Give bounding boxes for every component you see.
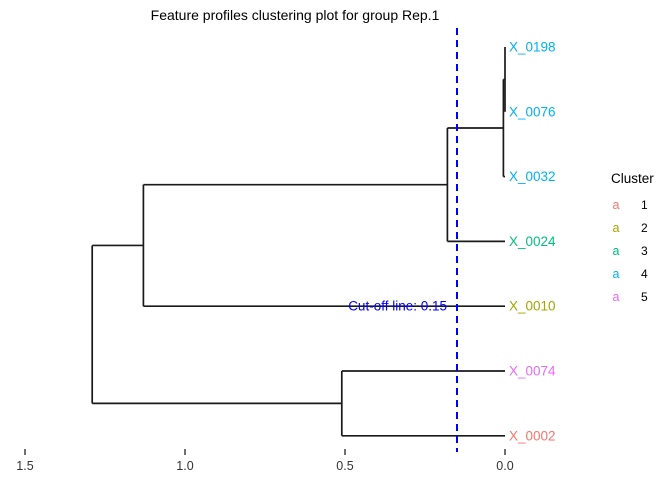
chart-title: Feature profiles clustering plot for gro… <box>150 7 440 23</box>
leaf-label-X_0010: X_0010 <box>509 299 556 314</box>
axis-tick-label: 0.5 <box>336 459 353 473</box>
leaf-label-X_0076: X_0076 <box>509 104 556 119</box>
legend-item-cluster-3: a 3 <box>611 239 654 262</box>
leaf-label-X_0198: X_0198 <box>509 40 556 55</box>
legend-item-label: 5 <box>641 289 648 304</box>
legend-key-glyph: a <box>612 220 620 235</box>
leaf-label-X_0032: X_0032 <box>509 169 556 184</box>
legend-item-cluster-4: a 4 <box>611 262 654 285</box>
legend-item-cluster-2: a 2 <box>611 216 654 239</box>
legend-item-label: 1 <box>641 197 648 212</box>
legend-item-label: 2 <box>641 220 648 235</box>
legend-key-glyph: a <box>612 197 620 212</box>
leaf-label-X_0002: X_0002 <box>509 428 556 443</box>
axis-tick-label: 1.0 <box>176 459 193 473</box>
leaf-label-X_0024: X_0024 <box>509 234 556 249</box>
legend-item-cluster-5: a 5 <box>611 285 654 308</box>
legend-key-glyph: a <box>612 266 620 281</box>
legend-item-label: 4 <box>641 266 648 281</box>
legend-item-cluster-1: a 1 <box>611 193 654 216</box>
legend-title: Cluster <box>611 171 654 186</box>
legend-item-label: 3 <box>641 243 648 258</box>
leaf-label-X_0074: X_0074 <box>509 364 556 379</box>
axis-tick-label: 1.5 <box>16 459 33 473</box>
cluster-legend: Cluster a 1 a 2 a 3 a 4 a 5 <box>611 171 654 308</box>
cutoff-label: Cut-off line: 0.15 <box>348 299 447 314</box>
legend-key-glyph: a <box>612 243 620 258</box>
axis-tick-label: 0.0 <box>496 459 513 473</box>
legend-key-glyph: a <box>612 289 620 304</box>
